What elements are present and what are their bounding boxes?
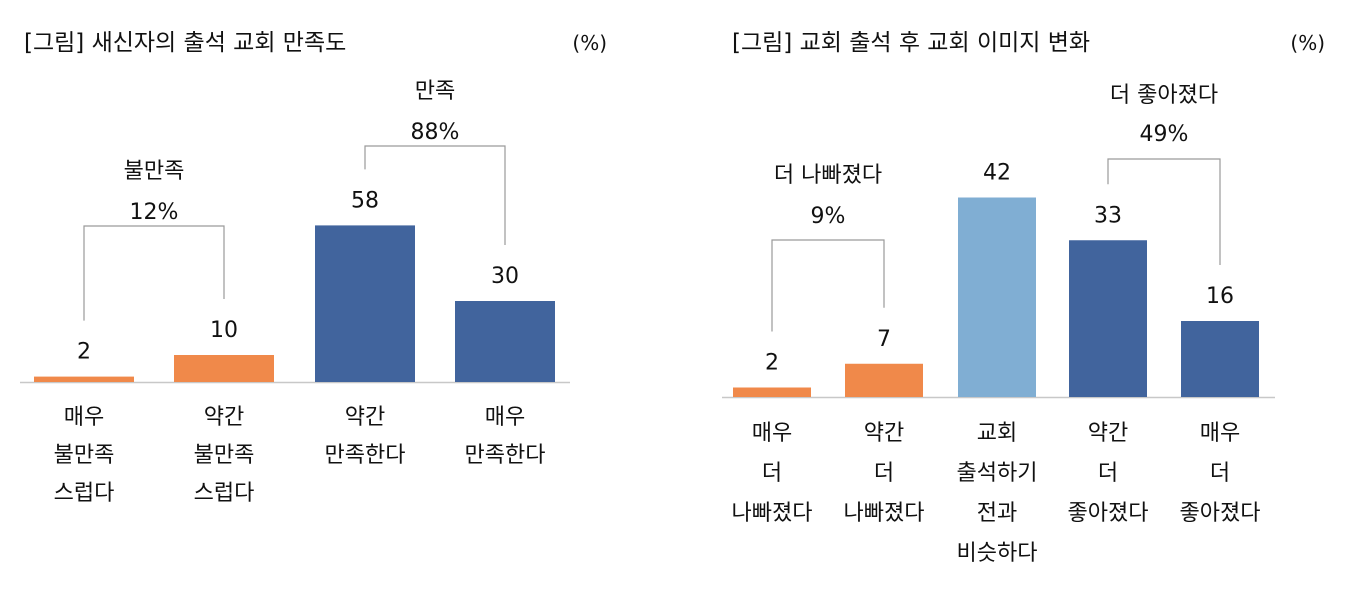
category-label: 나빠졌다 bbox=[732, 501, 813, 526]
category-label: 약간 bbox=[345, 405, 385, 430]
category-label: 더 bbox=[1210, 461, 1230, 486]
bracket-label: 불만족 bbox=[124, 159, 185, 184]
bar bbox=[845, 363, 923, 397]
bar bbox=[34, 376, 134, 382]
data-label: 33 bbox=[1094, 203, 1122, 228]
category-label: 나빠졌다 bbox=[844, 501, 925, 526]
data-label: 42 bbox=[983, 161, 1011, 186]
bracket-label: 더 나빠졌다 bbox=[774, 163, 882, 188]
category-label: 불만족 bbox=[194, 443, 255, 468]
category-label: 약간 bbox=[864, 421, 904, 446]
bar bbox=[174, 355, 274, 382]
bracket-value: 9% bbox=[811, 204, 846, 229]
category-label: 스럽다 bbox=[194, 481, 255, 506]
unit-label: (%) bbox=[572, 31, 607, 55]
group-bracket bbox=[364, 145, 506, 245]
category-label: 스럽다 bbox=[54, 481, 115, 506]
unit-label: (%) bbox=[1290, 31, 1325, 55]
bar bbox=[958, 197, 1036, 397]
category-label: 매우 bbox=[752, 421, 792, 446]
chart-title: [그림] 새신자의 출석 교회 만족도 bbox=[24, 30, 346, 56]
bar bbox=[1181, 321, 1259, 397]
category-label: 전과 bbox=[977, 501, 1017, 526]
category-label: 좋아졌다 bbox=[1068, 501, 1149, 526]
category-label: 만족한다 bbox=[465, 443, 546, 468]
category-label: 약간 bbox=[204, 405, 244, 430]
category-label: 만족한다 bbox=[325, 443, 406, 468]
category-label: 더 bbox=[1098, 461, 1118, 486]
data-label: 10 bbox=[210, 318, 238, 343]
category-label: 매우 bbox=[1200, 421, 1240, 446]
category-label: 매우 bbox=[485, 405, 525, 430]
data-label: 30 bbox=[491, 264, 519, 289]
category-label: 더 bbox=[874, 461, 894, 486]
category-label: 비슷하다 bbox=[957, 541, 1038, 566]
category-label: 좋아졌다 bbox=[1180, 501, 1261, 526]
bracket-value: 88% bbox=[411, 120, 460, 145]
category-label: 불만족 bbox=[54, 443, 115, 468]
group-bracket bbox=[1107, 158, 1221, 265]
data-label: 7 bbox=[877, 327, 891, 352]
category-label: 출석하기 bbox=[957, 461, 1038, 486]
data-label: 2 bbox=[765, 351, 779, 376]
bar bbox=[315, 225, 415, 382]
data-label: 58 bbox=[351, 188, 379, 213]
category-label: 더 bbox=[762, 461, 782, 486]
category-label: 약간 bbox=[1088, 421, 1128, 446]
group-bracket bbox=[83, 225, 225, 321]
chart-1: [그림] 새신자의 출석 교회 만족도 (%)2매우불만족스럽다10약간불만족스럽… bbox=[20, 30, 607, 506]
category-label: 매우 bbox=[64, 405, 104, 430]
category-label: 교회 bbox=[977, 421, 1017, 446]
bracket-value: 49% bbox=[1140, 122, 1189, 147]
chart-title: [그림] 교회 출석 후 교회 이미지 변화 bbox=[732, 30, 1090, 56]
group-bracket bbox=[771, 239, 885, 332]
bar bbox=[1069, 240, 1147, 397]
bar bbox=[455, 301, 555, 382]
bracket-value: 12% bbox=[130, 200, 179, 225]
data-label: 2 bbox=[77, 340, 91, 365]
bracket-label: 만족 bbox=[415, 79, 455, 104]
bracket-label: 더 좋아졌다 bbox=[1110, 83, 1218, 108]
data-label: 16 bbox=[1206, 284, 1234, 309]
bar bbox=[733, 387, 811, 397]
